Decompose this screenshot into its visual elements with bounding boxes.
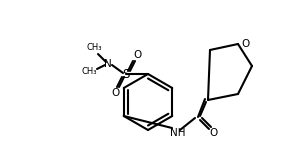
Text: O: O [210, 128, 218, 138]
Text: O: O [111, 88, 119, 98]
Text: O: O [133, 50, 141, 60]
Text: N: N [104, 59, 112, 69]
Text: CH₃: CH₃ [81, 66, 97, 75]
Text: CH₃: CH₃ [86, 44, 102, 52]
Text: S: S [122, 68, 130, 81]
Text: O: O [242, 39, 250, 49]
Text: NH: NH [170, 128, 186, 138]
